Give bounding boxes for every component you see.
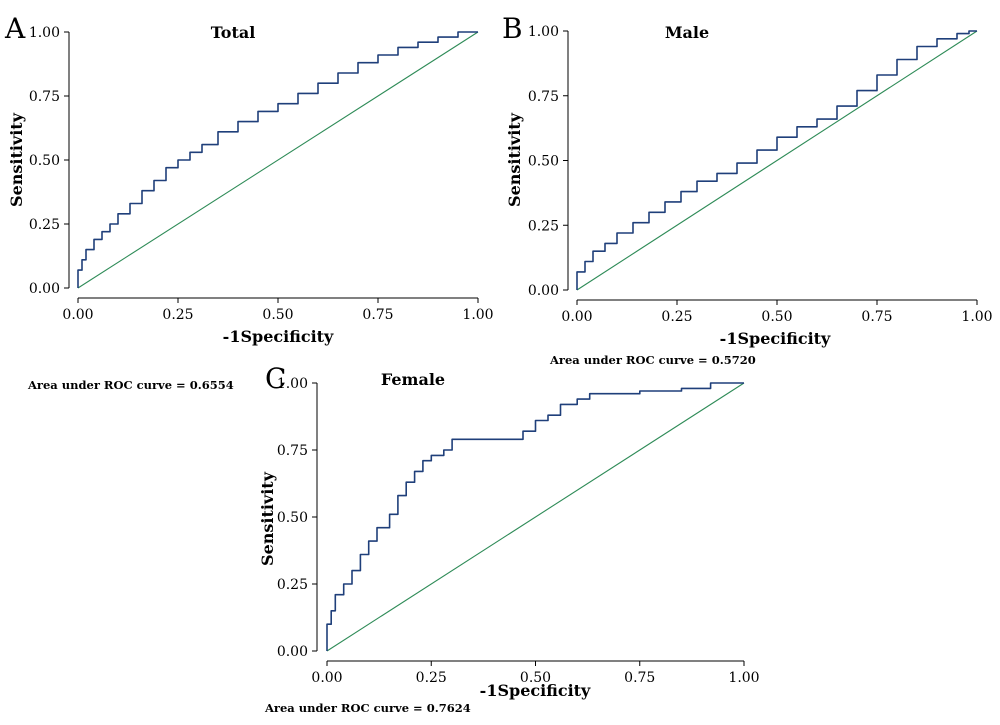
y-tick-label: 0.75 <box>277 443 308 459</box>
y-axis-title-a: Sensitivity <box>7 112 26 207</box>
y-axis-title-c: Sensitivity <box>258 471 277 566</box>
reference-line-a <box>77 31 479 289</box>
axes-b: 0.000.00 0.25 0.25 0.50 0.50 0.75 0.75 1.00 1.00 <box>528 24 993 325</box>
x-tick-label: 0.00 <box>62 307 93 323</box>
panel-title-female: Female <box>381 370 445 389</box>
auc-label-b: Area under ROC curve = 0.5720 <box>549 353 756 367</box>
auc-label-a: Area under ROC curve = 0.6554 <box>27 378 234 392</box>
y-tick-label: 0.00 <box>528 283 559 299</box>
y-tick-label: 0.50 <box>528 154 559 170</box>
axes-c: 0.000.00 0.25 0.25 0.50 0.50 0.75 0.75 1.00 1.00 <box>277 376 760 686</box>
reference-diagonal <box>77 31 479 289</box>
panel-a: A Total -1Specificity Sensitivity 0.000.… <box>4 12 494 392</box>
panel-letter-b: B <box>502 12 523 45</box>
x-axis-title-b: -1Specificity <box>720 329 831 348</box>
x-tick-label: 0.00 <box>311 670 342 686</box>
x-axis-title-c: -1Specificity <box>480 681 591 700</box>
reference-diagonal <box>326 382 745 652</box>
panel-title-total: Total <box>211 23 256 42</box>
x-tick-label: 0.25 <box>661 309 692 325</box>
x-tick-label: 0.75 <box>624 670 655 686</box>
x-tick-label: 1.00 <box>961 309 992 325</box>
x-tick-label: 1.00 <box>462 307 493 323</box>
x-tick-label: 0.00 <box>561 309 592 325</box>
y-tick-label: 0.25 <box>277 577 308 593</box>
y-tick-label: 0.25 <box>29 217 60 233</box>
axes-a: 0.000.00 0.25 0.25 0.50 0.50 0.75 0.75 1.00 1.00 <box>29 25 494 323</box>
panel-letter-a: A <box>4 12 26 45</box>
x-tick-label: 0.25 <box>162 307 193 323</box>
panel-letter-c: C <box>265 362 286 395</box>
roc-line <box>77 31 478 288</box>
auc-label-c: Area under ROC curve = 0.7624 <box>264 701 471 715</box>
reference-line-b <box>576 30 978 291</box>
roc-curve-c <box>326 382 745 652</box>
x-tick-label: 0.25 <box>416 670 447 686</box>
panel-title-male: Male <box>665 23 709 42</box>
y-tick-label: 0.00 <box>29 281 60 297</box>
x-axis-title-a: -1Specificity <box>223 327 334 346</box>
x-tick-label: 0.75 <box>861 309 892 325</box>
panel-b: B Male -1Specificity Sensitivity 0.000.0… <box>502 12 993 367</box>
y-axis-title-b: Sensitivity <box>505 112 524 207</box>
y-tick-label: 0.75 <box>29 89 60 105</box>
y-tick-label: 1.00 <box>528 24 559 40</box>
roc-curve-b <box>576 30 978 291</box>
x-tick-label: 0.50 <box>520 670 551 686</box>
y-tick-label: 0.75 <box>528 89 559 105</box>
y-tick-label: 0.00 <box>277 644 308 660</box>
x-tick-label: 1.00 <box>728 670 759 686</box>
x-tick-label: 0.50 <box>262 307 293 323</box>
reference-diagonal <box>576 30 978 291</box>
y-tick-label: 0.50 <box>29 153 60 169</box>
panel-c: C Female -1Specificity Sensitivity 0.000… <box>258 362 760 715</box>
reference-line-c <box>326 382 745 652</box>
y-tick-label: 0.50 <box>277 510 308 526</box>
x-tick-label: 0.50 <box>761 309 792 325</box>
x-tick-label: 0.75 <box>362 307 393 323</box>
y-tick-label: 0.25 <box>528 218 559 234</box>
roc-curve-a <box>77 31 479 289</box>
y-tick-label: 1.00 <box>29 25 60 41</box>
y-tick-label: 1.00 <box>277 376 308 392</box>
roc-line <box>326 382 744 651</box>
